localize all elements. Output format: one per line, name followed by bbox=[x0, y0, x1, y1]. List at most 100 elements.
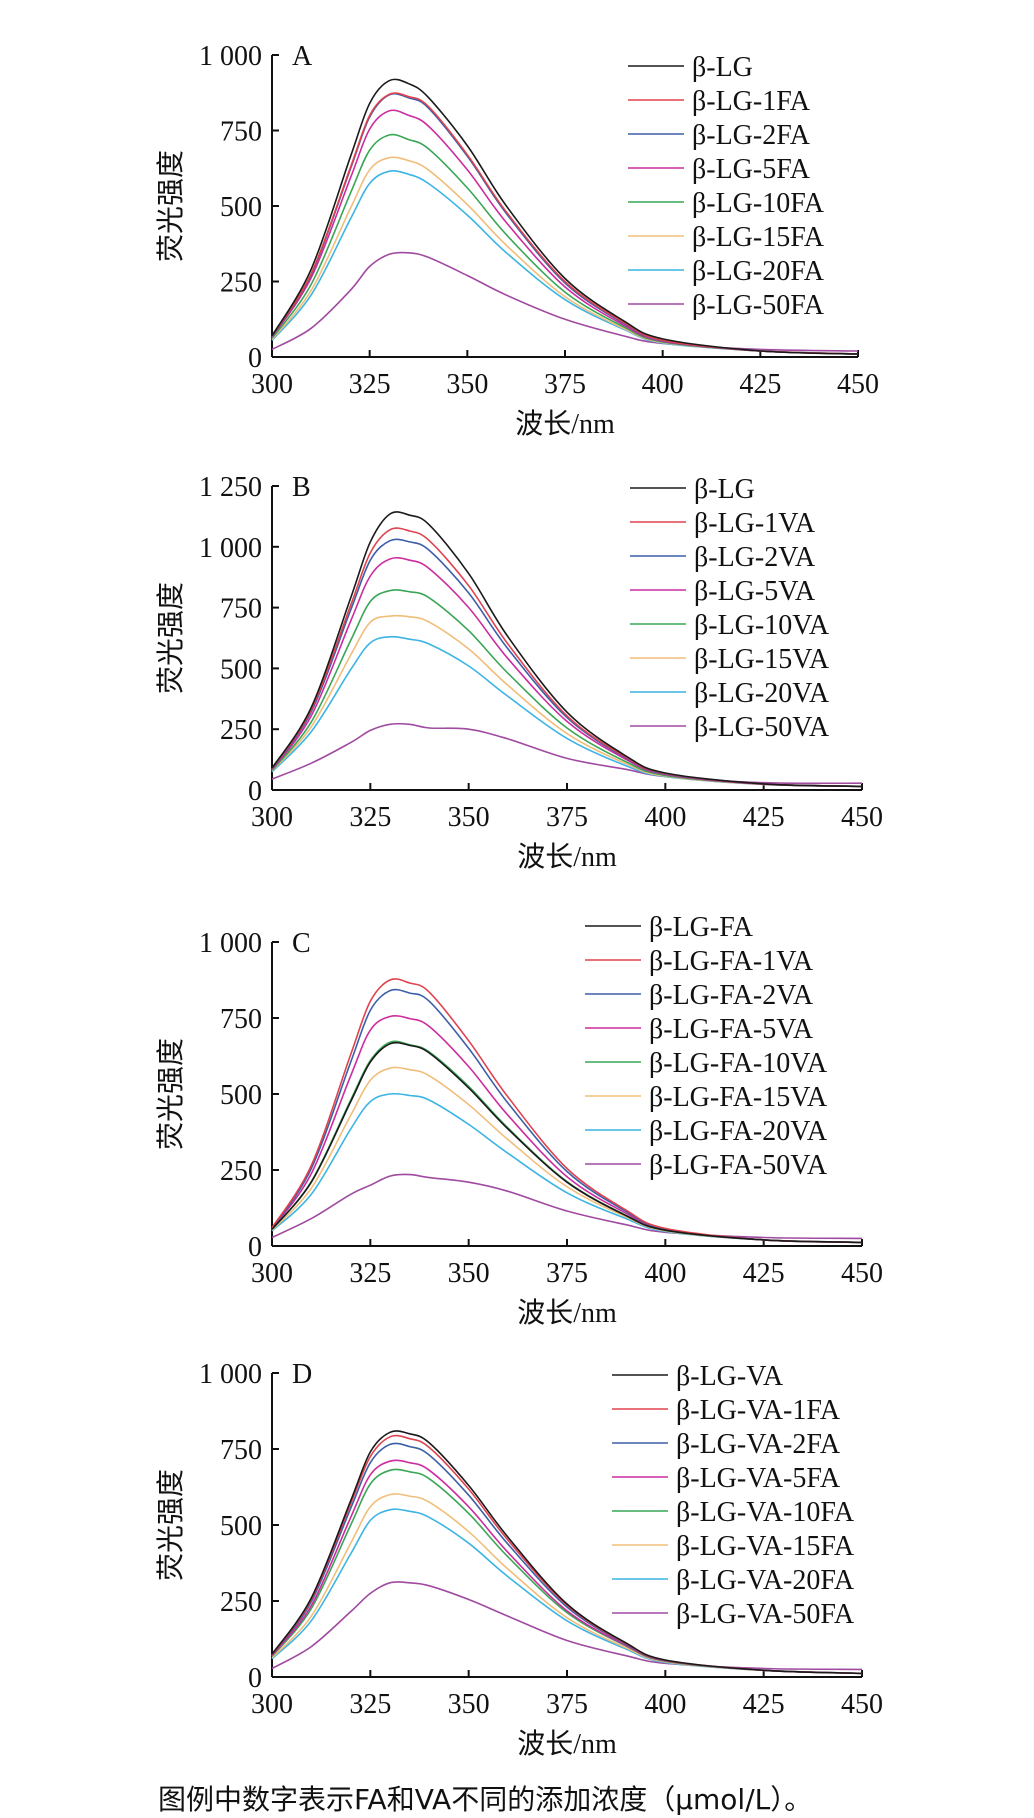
x-tick-label: 425 bbox=[743, 1258, 785, 1289]
x-tick-label: 400 bbox=[644, 802, 686, 833]
legend-label: β-LG bbox=[692, 52, 753, 83]
panel-label: A bbox=[292, 41, 313, 72]
x-tick-label: 450 bbox=[841, 1258, 883, 1289]
legend-label: β-LG bbox=[694, 474, 755, 505]
legend-label: β-LG-2VA bbox=[694, 542, 816, 573]
x-axis-title: 波长/nm bbox=[517, 841, 617, 873]
x-tick-label: 375 bbox=[544, 369, 586, 400]
y-tick-label: 1 000 bbox=[199, 928, 262, 959]
legend-label: β-LG-VA-20FA bbox=[676, 1565, 855, 1596]
series-line-1 bbox=[271, 1430, 863, 1675]
x-axis-title: 波长/nm bbox=[515, 408, 615, 440]
x-tick-label: 300 bbox=[251, 1258, 293, 1289]
legend-label: β-LG-FA-20VA bbox=[649, 1116, 828, 1147]
y-tick-label: 500 bbox=[220, 192, 262, 223]
x-tick-label: 425 bbox=[743, 1689, 785, 1720]
legend-label: β-LG-VA-2FA bbox=[676, 1429, 841, 1460]
y-tick-label: 1 250 bbox=[199, 472, 262, 503]
x-tick-label: 325 bbox=[349, 802, 391, 833]
x-tick-label: 325 bbox=[349, 1689, 391, 1720]
x-tick-label: 300 bbox=[251, 369, 293, 400]
x-tick-label: 350 bbox=[448, 802, 490, 833]
legend-label: β-LG-FA-1VA bbox=[649, 946, 814, 977]
x-tick-label: 350 bbox=[448, 1689, 490, 1720]
x-axis-title: 波长/nm bbox=[517, 1728, 617, 1760]
series-line-1 bbox=[271, 1041, 863, 1244]
y-tick-label: 0 bbox=[248, 776, 262, 807]
x-tick-label: 300 bbox=[251, 1689, 293, 1720]
series-line-2 bbox=[271, 978, 863, 1244]
legend-label: β-LG-10FA bbox=[692, 188, 825, 219]
y-tick-label: 750 bbox=[220, 1435, 262, 1466]
y-tick-label: 1 000 bbox=[199, 41, 262, 72]
y-tick-label: 500 bbox=[220, 1080, 262, 1111]
legend-label: β-LG-VA-5FA bbox=[676, 1463, 841, 1494]
y-axis-title: 荧光强度 bbox=[155, 1038, 187, 1150]
legend-label: β-LG-1FA bbox=[692, 86, 811, 117]
legend-label: β-LG-FA-50VA bbox=[649, 1150, 828, 1181]
x-tick-label: 350 bbox=[446, 369, 488, 400]
legend-label: β-LG-20FA bbox=[692, 256, 825, 287]
x-tick-label: 350 bbox=[448, 1258, 490, 1289]
legend-label: β-LG-50VA bbox=[694, 712, 830, 743]
legend-label: β-LG-5VA bbox=[694, 576, 816, 607]
y-tick-label: 250 bbox=[220, 268, 262, 299]
legend-label: β-LG-10VA bbox=[694, 610, 830, 641]
legend-label: β-LG-VA-15FA bbox=[676, 1531, 855, 1562]
x-tick-label: 375 bbox=[546, 1689, 588, 1720]
panel-c: 300 325 350 375 400 425 450 0 250 500 750 1 000 波长/n… bbox=[155, 912, 883, 1329]
panel-d: 300 325 350 375 400 425 450 0 250 500 750 1 000 波长/n… bbox=[155, 1359, 883, 1760]
panel-a: 300 325 350 375 400 425 450 0 250 500 750 1 000 波长/n… bbox=[155, 41, 879, 440]
legend-label: β-LG-FA-10VA bbox=[649, 1048, 828, 1079]
x-tick-label: 325 bbox=[349, 369, 391, 400]
x-tick-label: 425 bbox=[739, 369, 781, 400]
x-tick-label: 425 bbox=[743, 802, 785, 833]
legend-label: β-LG-15VA bbox=[694, 644, 830, 675]
y-tick-label: 250 bbox=[220, 715, 262, 746]
y-tick-label: 0 bbox=[248, 1232, 262, 1263]
series-line-5 bbox=[271, 589, 863, 788]
legend-label: β-LG-2FA bbox=[692, 120, 811, 151]
panel-label: C bbox=[292, 928, 311, 959]
legend-label: β-LG-FA-5VA bbox=[649, 1014, 814, 1045]
legend-label: β-LG-FA-15VA bbox=[649, 1082, 828, 1113]
y-tick-label: 750 bbox=[220, 117, 262, 148]
y-tick-label: 0 bbox=[248, 343, 262, 374]
legend-label: β-LG-VA bbox=[676, 1361, 784, 1392]
legend-label: β-LG-15FA bbox=[692, 222, 825, 253]
legend-label: β-LG-20VA bbox=[694, 678, 830, 709]
x-tick-label: 325 bbox=[349, 1258, 391, 1289]
legend-label: β-LG-FA-2VA bbox=[649, 980, 814, 1011]
series-line-1 bbox=[271, 511, 863, 788]
x-tick-label: 375 bbox=[546, 802, 588, 833]
x-tick-label: 450 bbox=[841, 802, 883, 833]
y-tick-label: 1 000 bbox=[199, 1359, 262, 1390]
x-tick-label: 300 bbox=[251, 802, 293, 833]
legend-label: β-LG-FA bbox=[649, 912, 754, 943]
legend-label: β-LG-50FA bbox=[692, 290, 825, 321]
y-tick-label: 500 bbox=[220, 654, 262, 685]
x-tick-label: 375 bbox=[546, 1258, 588, 1289]
y-axis-title: 荧光强度 bbox=[155, 1469, 187, 1581]
legend-label: β-LG-5FA bbox=[692, 154, 811, 185]
x-tick-label: 450 bbox=[841, 1689, 883, 1720]
series-line-1 bbox=[271, 78, 859, 355]
legend-label: β-LG-VA-50FA bbox=[676, 1599, 855, 1630]
x-tick-label: 400 bbox=[644, 1258, 686, 1289]
panel-b: 300 325 350 375 400 425 450 0 250 500 750 1 000 1 25… bbox=[155, 472, 883, 873]
y-tick-label: 1 000 bbox=[199, 533, 262, 564]
y-axis-title: 荧光强度 bbox=[155, 582, 187, 694]
legend-label: β-LG-1VA bbox=[694, 508, 816, 539]
x-tick-label: 400 bbox=[642, 369, 684, 400]
figure-caption: 图例中数字表示FA和VA不同的添加浓度（μmol/L）。 bbox=[158, 1783, 813, 1816]
legend: β-LG-FAβ-LG-FA-1VAβ-LG-FA-2VAβ-LG-FA-5VA… bbox=[585, 912, 828, 1181]
legend-label: β-LG-VA-10FA bbox=[676, 1497, 855, 1528]
legend-label: β-LG-VA-1FA bbox=[676, 1395, 841, 1426]
y-axis-title: 荧光强度 bbox=[155, 150, 187, 262]
legend: β-LG-VAβ-LG-VA-1FAβ-LG-VA-2FAβ-LG-VA-5FA… bbox=[612, 1361, 855, 1630]
x-tick-label: 400 bbox=[644, 1689, 686, 1720]
x-axis-title: 波长/nm bbox=[517, 1297, 617, 1329]
legend: β-LGβ-LG-1VAβ-LG-2VAβ-LG-5VAβ-LG-10VAβ-L… bbox=[630, 474, 830, 743]
series-line-8 bbox=[271, 1173, 863, 1240]
